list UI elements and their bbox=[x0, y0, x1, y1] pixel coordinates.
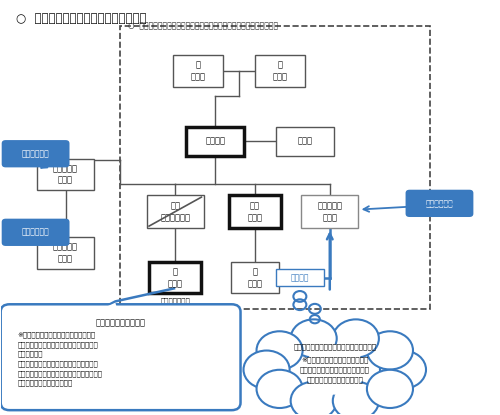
FancyBboxPatch shape bbox=[146, 195, 204, 228]
Text: 父
１親等: 父 １親等 bbox=[190, 61, 205, 81]
FancyBboxPatch shape bbox=[37, 159, 94, 190]
Text: ２割加算あり: ２割加算あり bbox=[22, 149, 50, 158]
Circle shape bbox=[290, 382, 337, 415]
Text: 【孫が養子の場合、いわゆる「孫養子」】: 【孫が養子の場合、いわゆる「孫養子」】 bbox=[293, 344, 376, 350]
Text: 実子
（既に死亡）: 実子 （既に死亡） bbox=[160, 201, 190, 222]
FancyBboxPatch shape bbox=[2, 140, 70, 167]
FancyBboxPatch shape bbox=[276, 127, 334, 156]
Text: ２割加算あり: ２割加算あり bbox=[426, 199, 454, 208]
Text: ○  配偶者・１親等の血族（原則として、２割加算の対象とならない）: ○ 配偶者・１親等の血族（原則として、２割加算の対象とならない） bbox=[128, 22, 278, 30]
Text: おい、めい
３親等: おい、めい ３親等 bbox=[53, 243, 78, 264]
Text: ２割加算あり: ２割加算あり bbox=[22, 228, 50, 237]
Text: 孫
２親等: 孫 ２親等 bbox=[248, 267, 262, 288]
Circle shape bbox=[333, 320, 379, 358]
Text: 【代襲相続人の場合】: 【代襲相続人の場合】 bbox=[96, 318, 146, 327]
FancyBboxPatch shape bbox=[0, 304, 240, 410]
Text: 母
１親等: 母 １親等 bbox=[272, 61, 287, 81]
FancyBboxPatch shape bbox=[229, 195, 281, 228]
Text: 配偶者: 配偶者 bbox=[298, 137, 312, 146]
Circle shape bbox=[244, 351, 290, 389]
Text: ※この場合、既に実子が死亡しており孫
が「代襲相続人」のため、２割加算は必要
ありません。
上記の者が、右のような「孫養子」の場合
でも、「代襲相続人」に該当す: ※この場合、既に実子が死亡しており孫 が「代襲相続人」のため、２割加算は必要 あ… bbox=[17, 332, 102, 386]
FancyBboxPatch shape bbox=[149, 262, 202, 293]
Text: 養子縁組: 養子縁組 bbox=[290, 273, 309, 282]
FancyBboxPatch shape bbox=[172, 56, 222, 86]
FancyBboxPatch shape bbox=[232, 262, 278, 293]
Circle shape bbox=[256, 370, 302, 408]
FancyBboxPatch shape bbox=[37, 237, 94, 269]
Text: 被相続人: 被相続人 bbox=[205, 137, 225, 146]
FancyBboxPatch shape bbox=[2, 219, 70, 246]
Text: ※この場合、実子が生存しており
孫が「代襲相続人」ではないため、
２割加算が必要となります。: ※この場合、実子が生存しており 孫が「代襲相続人」ではないため、 ２割加算が必要… bbox=[300, 357, 370, 383]
Circle shape bbox=[380, 351, 426, 389]
Text: 孫
２親等: 孫 ２親等 bbox=[168, 267, 182, 288]
Text: 養子（孫）
１親等: 養子（孫） １親等 bbox=[318, 201, 342, 222]
Polygon shape bbox=[96, 303, 118, 312]
FancyBboxPatch shape bbox=[301, 195, 358, 228]
FancyBboxPatch shape bbox=[255, 56, 305, 86]
Circle shape bbox=[304, 344, 365, 395]
Text: （代襲相続人）: （代襲相続人） bbox=[160, 298, 190, 304]
Circle shape bbox=[367, 370, 413, 408]
FancyBboxPatch shape bbox=[406, 190, 473, 217]
Circle shape bbox=[290, 320, 337, 358]
Text: 兄弟・姉妹
２親等: 兄弟・姉妹 ２親等 bbox=[53, 164, 78, 185]
FancyBboxPatch shape bbox=[186, 127, 244, 156]
Circle shape bbox=[367, 331, 413, 369]
FancyBboxPatch shape bbox=[276, 269, 324, 286]
Circle shape bbox=[333, 382, 379, 415]
Circle shape bbox=[256, 331, 302, 369]
Text: 実子
１親等: 実子 １親等 bbox=[248, 201, 262, 222]
Text: ○  相続税額の２割加算の対象となる人: ○ 相続税額の２割加算の対象となる人 bbox=[16, 12, 146, 25]
